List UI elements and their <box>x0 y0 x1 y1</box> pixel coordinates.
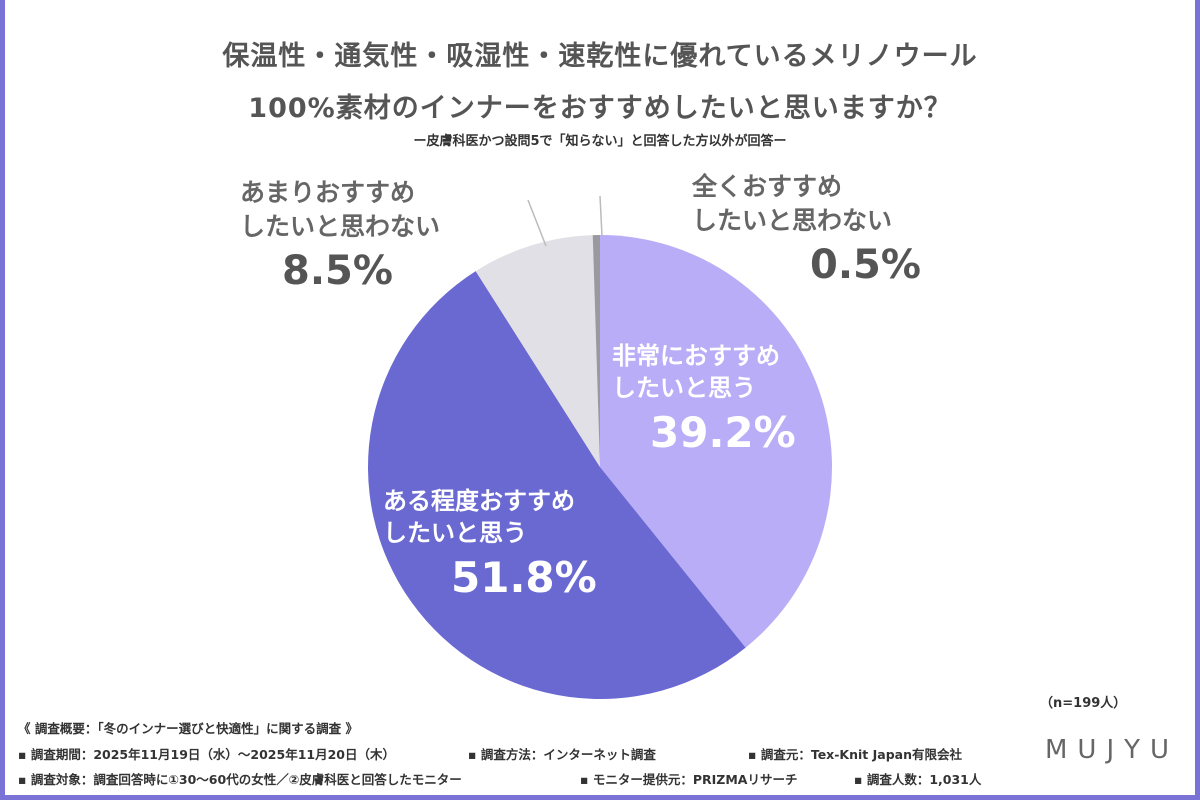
brand-logo: MUJYU <box>1045 735 1180 765</box>
label-somewhat-recommend: ある程度おすすめ したいと思う 51.8% <box>383 485 597 606</box>
slice-label-line: あまりおすすめ <box>240 178 416 207</box>
slice-percent: 39.2% <box>650 407 796 457</box>
label-very-recommend: 非常におすすめ したいと思う 39.2% <box>612 340 796 461</box>
chart-title-line1: 保温性・通気性・吸湿性・速乾性に優れているメリノウール <box>222 41 978 72</box>
slice-label-line: したいと思わない <box>692 205 893 235</box>
footer-source: ▪ 調査元：Tex-Knit Japan有限会社 <box>748 747 962 762</box>
chart-subtitle: ー皮膚科医かつ設問5で「知らない」と回答した方以外が回答ー <box>413 134 787 149</box>
footer-provider: ▪ モニター提供元：PRIZMAリサーチ <box>580 772 798 787</box>
chart-title-line2: 100%素材のインナーをおすすめしたいと思いますか？ <box>248 93 952 124</box>
slice-label-line: したいと思う <box>612 374 756 403</box>
slice-very-recommend <box>600 235 833 648</box>
slice-label-line: ある程度おすすめ <box>383 487 575 515</box>
footer-heading: 《 調査概要：「冬のインナー選びと快適性」に関する調査 》 <box>18 721 358 736</box>
sample-size: （n=199人） <box>1040 696 1127 711</box>
slice-label-line: したいと思う <box>383 519 527 548</box>
slice-somewhat-recommend <box>368 271 746 699</box>
slice-label-line: 全くおすすめ <box>692 172 843 201</box>
footer-count: ▪ 調査人数：1,031人 <box>854 772 982 787</box>
footer-method: ▪ 調査方法：インターネット調査 <box>468 747 656 762</box>
slice-percent: 0.5% <box>810 241 921 288</box>
footer-target: ▪ 調査対象：調査回答時に①30～60代の女性／②皮膚科医と回答したモニター <box>18 772 462 787</box>
slice-not-much-recommend <box>475 235 600 467</box>
footer-period: ▪ 調査期間：2025年11月19日（水）～2025年11月20日（木） <box>18 747 395 762</box>
slice-label-line: したいと思わない <box>240 211 441 241</box>
leader-line <box>527 199 547 247</box>
label-not-at-all-recommend: 全くおすすめ したいと思わない 0.5% <box>692 170 921 292</box>
slice-label-line: 非常におすすめ <box>612 342 780 370</box>
slice-not-at-all-recommend <box>592 235 600 467</box>
leader-line <box>599 195 603 237</box>
slice-percent: 51.8% <box>451 552 597 602</box>
label-not-much-recommend: あまりおすすめ したいと思わない 8.5% <box>240 176 440 298</box>
slice-percent: 8.5% <box>282 247 393 294</box>
